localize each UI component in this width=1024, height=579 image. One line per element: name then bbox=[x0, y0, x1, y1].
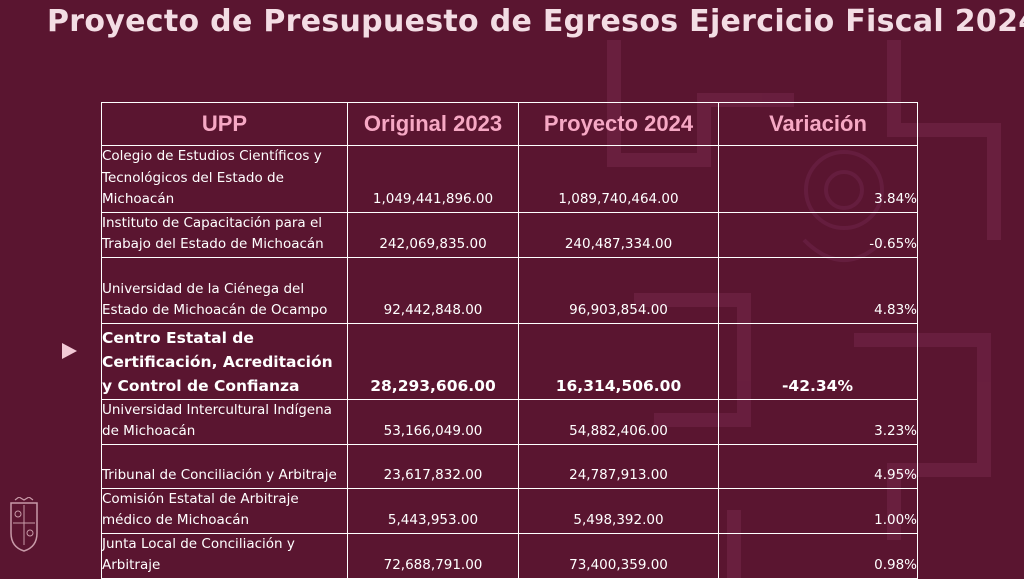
upp-cell: Universidad Intercultural Indígena de Mi… bbox=[101, 398, 348, 445]
variacion-cell: 4.83% bbox=[718, 256, 918, 324]
header-proyecto-2024: Proyecto 2024 bbox=[518, 102, 719, 146]
original-cell: 28,293,606.00 bbox=[347, 322, 519, 400]
variacion-cell: 4.95% bbox=[718, 443, 918, 489]
variacion-cell: 3.23% bbox=[718, 398, 918, 445]
variacion-cell: 0.98% bbox=[718, 532, 918, 579]
proyecto-cell: 54,882,406.00 bbox=[518, 398, 719, 445]
proyecto-cell: 96,903,854.00 bbox=[518, 256, 719, 324]
variacion-cell: -0.65% bbox=[718, 211, 918, 258]
budget-table: UPP Original 2023 Proyecto 2024 Variació… bbox=[101, 102, 918, 579]
header-original-2023: Original 2023 bbox=[347, 102, 519, 146]
table-row: Instituto de Capacitación para el Trabaj… bbox=[101, 211, 918, 258]
original-cell: 242,069,835.00 bbox=[347, 211, 519, 258]
proyecto-cell: 5,498,392.00 bbox=[518, 487, 719, 534]
coat-of-arms-icon bbox=[10, 497, 38, 552]
header-upp: UPP bbox=[101, 102, 348, 146]
triangle-right-icon bbox=[62, 343, 77, 359]
variacion-cell: -42.34% bbox=[718, 322, 918, 400]
table-row: Universidad Intercultural Indígena de Mi… bbox=[101, 398, 918, 445]
upp-cell: Junta Local de Conciliación y Arbitraje bbox=[101, 532, 348, 579]
table-row-highlighted: Centro Estatal de Certificación, Acredit… bbox=[101, 322, 918, 400]
upp-cell: Universidad de la Ciénega del Estado de … bbox=[101, 256, 348, 324]
upp-cell: Centro Estatal de Certificación, Acredit… bbox=[101, 322, 348, 400]
upp-cell: Tribunal de Conciliación y Arbitraje bbox=[101, 443, 348, 489]
upp-cell: Comisión Estatal de Arbitraje médico de … bbox=[101, 487, 348, 534]
upp-cell: Colegio de Estudios Científicos y Tecnol… bbox=[101, 145, 348, 213]
proyecto-cell: 240,487,334.00 bbox=[518, 211, 719, 258]
variacion-cell: 1.00% bbox=[718, 487, 918, 534]
table-row: Junta Local de Conciliación y Arbitraje … bbox=[101, 532, 918, 579]
original-cell: 72,688,791.00 bbox=[347, 532, 519, 579]
original-cell: 53,166,049.00 bbox=[347, 398, 519, 445]
header-variacion: Variación bbox=[718, 102, 918, 146]
original-cell: 23,617,832.00 bbox=[347, 443, 519, 489]
table-header-row: UPP Original 2023 Proyecto 2024 Variació… bbox=[101, 102, 918, 146]
table-row: Tribunal de Conciliación y Arbitraje 23,… bbox=[101, 443, 918, 489]
table-row: Comisión Estatal de Arbitraje médico de … bbox=[101, 487, 918, 534]
proyecto-cell: 73,400,359.00 bbox=[518, 532, 719, 579]
page-title: Proyecto de Presupuesto de Egresos Ejerc… bbox=[47, 4, 1024, 39]
proyecto-cell: 1,089,740,464.00 bbox=[518, 145, 719, 213]
original-cell: 92,442,848.00 bbox=[347, 256, 519, 324]
proyecto-cell: 24,787,913.00 bbox=[518, 443, 719, 489]
proyecto-cell: 16,314,506.00 bbox=[518, 322, 719, 400]
table-row: Universidad de la Ciénega del Estado de … bbox=[101, 256, 918, 324]
original-cell: 5,443,953.00 bbox=[347, 487, 519, 534]
variacion-cell: 3.84% bbox=[718, 145, 918, 213]
table-row: Colegio de Estudios Científicos y Tecnol… bbox=[101, 145, 918, 213]
upp-cell: Instituto de Capacitación para el Trabaj… bbox=[101, 211, 348, 258]
original-cell: 1,049,441,896.00 bbox=[347, 145, 519, 213]
